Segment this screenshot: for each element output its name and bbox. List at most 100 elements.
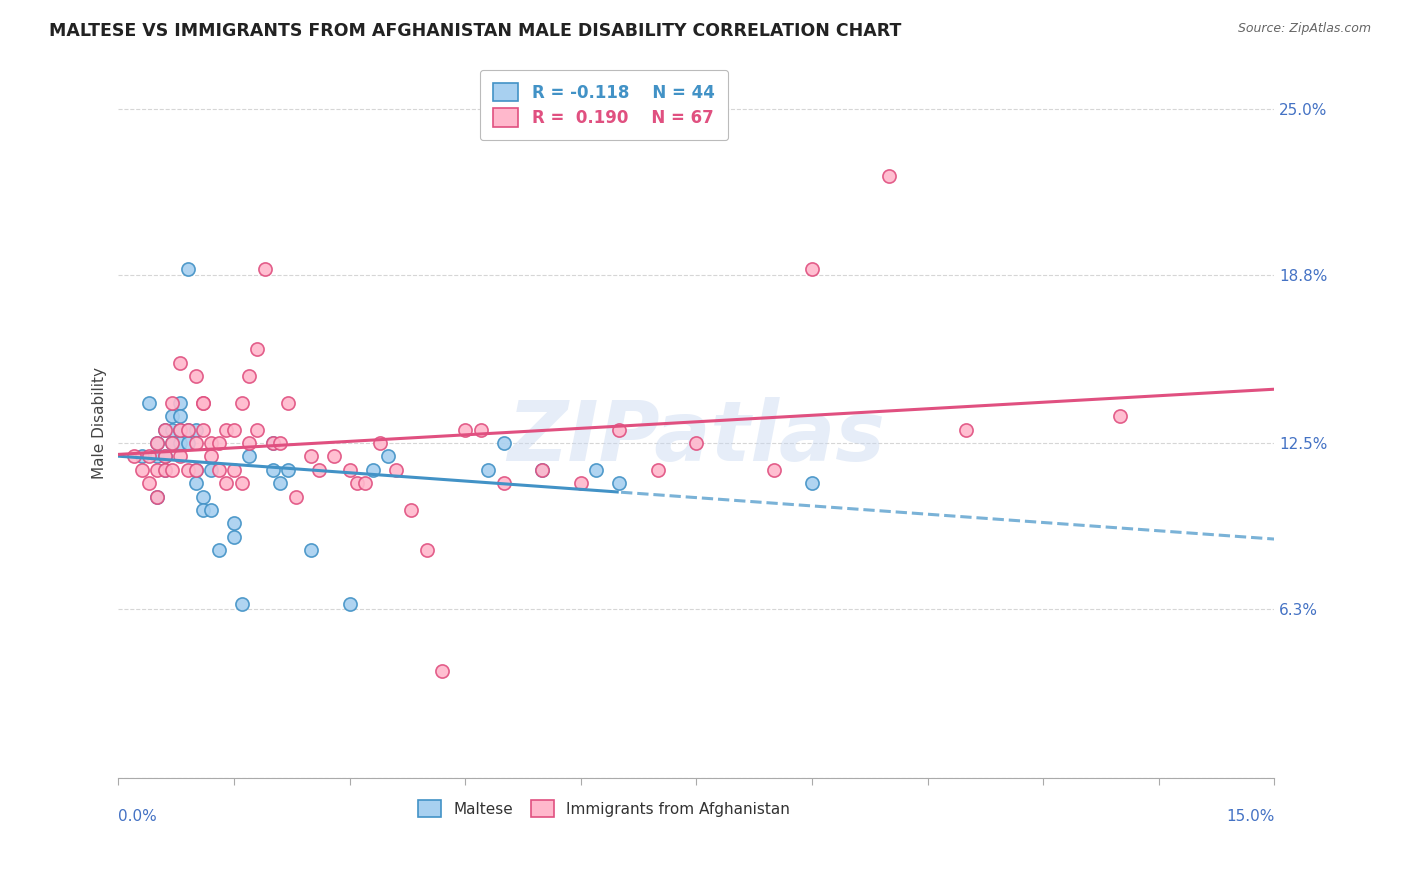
Point <box>222 463 245 477</box>
Point <box>246 343 269 357</box>
Point <box>416 543 439 558</box>
Point <box>177 436 200 450</box>
Point <box>262 436 284 450</box>
Point <box>801 262 824 277</box>
Point <box>346 476 368 491</box>
Point <box>169 396 191 410</box>
Point <box>184 476 207 491</box>
Point <box>222 530 245 544</box>
Point <box>609 476 631 491</box>
Point <box>169 409 191 424</box>
Point <box>361 463 384 477</box>
Point <box>177 262 200 277</box>
Point <box>269 476 291 491</box>
Point <box>162 396 184 410</box>
Text: MALTESE VS IMMIGRANTS FROM AFGHANISTAN MALE DISABILITY CORRELATION CHART: MALTESE VS IMMIGRANTS FROM AFGHANISTAN M… <box>49 22 901 40</box>
Point <box>215 476 238 491</box>
Point <box>207 543 229 558</box>
Point <box>222 516 245 531</box>
Text: 0.0%: 0.0% <box>118 809 157 824</box>
Point <box>1109 409 1132 424</box>
Point <box>477 463 499 477</box>
Point <box>253 262 276 277</box>
Point <box>138 450 160 464</box>
Point <box>269 436 291 450</box>
Point <box>955 423 977 437</box>
Point <box>222 423 245 437</box>
Point <box>801 476 824 491</box>
Point <box>177 463 200 477</box>
Point <box>146 436 169 450</box>
Point <box>146 490 169 504</box>
Point <box>184 463 207 477</box>
Point <box>169 423 191 437</box>
Point <box>262 436 284 450</box>
Point <box>153 463 176 477</box>
Point <box>470 423 492 437</box>
Point <box>131 450 153 464</box>
Point <box>184 463 207 477</box>
Point <box>569 476 592 491</box>
Text: 15.0%: 15.0% <box>1226 809 1274 824</box>
Point <box>877 169 900 183</box>
Point <box>238 369 260 384</box>
Point <box>354 476 377 491</box>
Point <box>153 450 176 464</box>
Point <box>207 463 229 477</box>
Point <box>531 463 554 477</box>
Point <box>647 463 669 477</box>
Point <box>200 463 222 477</box>
Point <box>138 396 160 410</box>
Point <box>377 450 399 464</box>
Point <box>146 436 169 450</box>
Point <box>492 436 515 450</box>
Point <box>177 423 200 437</box>
Text: ZIPatlas: ZIPatlas <box>508 397 886 478</box>
Point <box>277 396 299 410</box>
Point <box>231 396 253 410</box>
Point <box>184 436 207 450</box>
Point <box>193 396 215 410</box>
Point <box>207 436 229 450</box>
Point <box>153 423 176 437</box>
Point <box>238 450 260 464</box>
Point <box>177 423 200 437</box>
Point <box>262 463 284 477</box>
Point <box>585 463 607 477</box>
Point <box>401 503 423 517</box>
Point <box>146 450 169 464</box>
Point <box>122 450 145 464</box>
Point <box>146 490 169 504</box>
Point <box>200 436 222 450</box>
Point <box>193 423 215 437</box>
Point <box>162 436 184 450</box>
Point <box>138 476 160 491</box>
Point <box>162 463 184 477</box>
Point <box>200 503 222 517</box>
Point <box>308 463 330 477</box>
Point <box>162 423 184 437</box>
Point <box>153 463 176 477</box>
Point <box>215 423 238 437</box>
Point <box>685 436 707 450</box>
Point <box>169 436 191 450</box>
Point <box>339 597 361 611</box>
Point <box>385 463 408 477</box>
Point <box>193 396 215 410</box>
Text: Source: ZipAtlas.com: Source: ZipAtlas.com <box>1237 22 1371 36</box>
Point <box>299 450 322 464</box>
Point <box>153 450 176 464</box>
Legend: Maltese, Immigrants from Afghanistan: Maltese, Immigrants from Afghanistan <box>412 794 796 823</box>
Point <box>284 490 307 504</box>
Point <box>609 423 631 437</box>
Point <box>162 436 184 450</box>
Point <box>339 463 361 477</box>
Point <box>762 463 785 477</box>
Point <box>169 423 191 437</box>
Point <box>146 463 169 477</box>
Point <box>153 423 176 437</box>
Point <box>193 503 215 517</box>
Point <box>492 476 515 491</box>
Point <box>323 450 346 464</box>
Point <box>277 463 299 477</box>
